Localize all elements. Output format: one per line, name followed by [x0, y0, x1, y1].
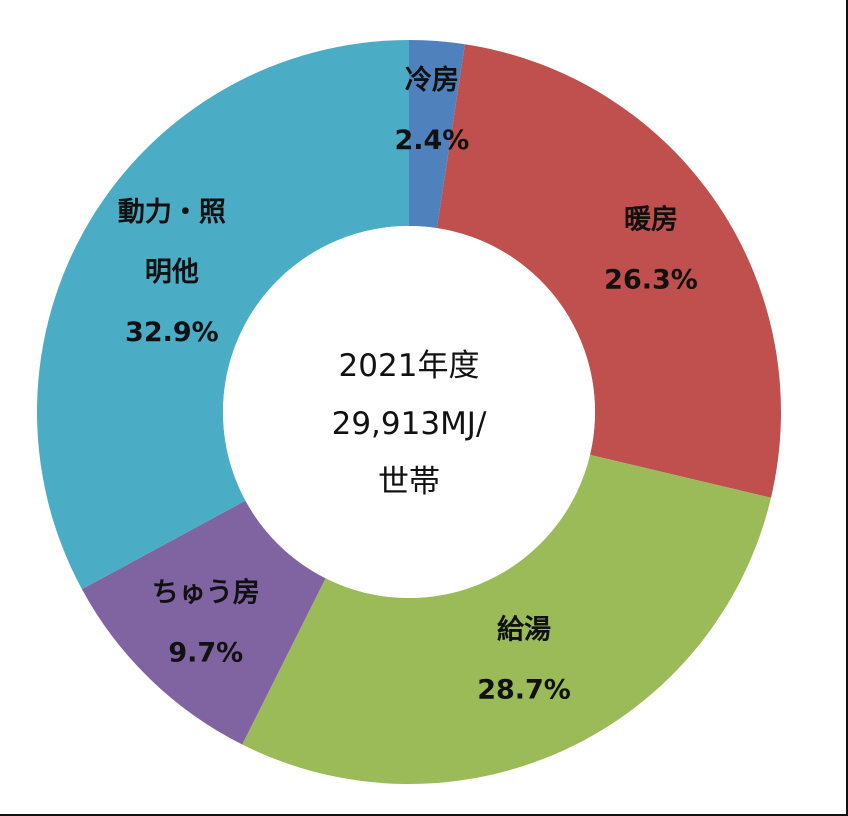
center-line-year: 2021年度	[339, 348, 480, 384]
slice-value-label-2: 28.7%	[477, 674, 571, 705]
pie-slice-1	[436, 44, 781, 498]
center-line-total: 29,913MJ/	[332, 406, 487, 442]
pie-slice-4	[36, 40, 409, 590]
slice-value-label-0: 2.4%	[394, 125, 469, 156]
slice-name-label-4-0: 動力・照	[118, 197, 226, 228]
slice-name-label-2-0: 給湯	[497, 613, 551, 645]
slices-group	[36, 40, 781, 784]
slice-labels-group: 冷房 2.4% 暖房 26.3% 給湯 28.7% ちゅう房 9.7% 動力・照明他 32.9%	[118, 65, 698, 706]
slice-value-label-1: 26.3%	[604, 265, 698, 296]
slice-name-label-3-0: ちゅう房	[152, 578, 260, 609]
slice-value-label-3: 9.7%	[168, 638, 243, 669]
slice-name-label-0-0: 冷房	[405, 65, 459, 96]
slice-name-label-4-1: 明他	[145, 257, 199, 288]
slice-value-label-4: 32.9%	[125, 317, 219, 348]
pie-slice-2	[242, 454, 771, 784]
slice-name-label-1-0: 暖房	[624, 205, 678, 236]
donut-hole	[223, 226, 595, 598]
center-line-unit: 世帯	[378, 464, 440, 500]
pie-slice-0	[409, 40, 465, 229]
pie-slice-3	[81, 500, 326, 745]
